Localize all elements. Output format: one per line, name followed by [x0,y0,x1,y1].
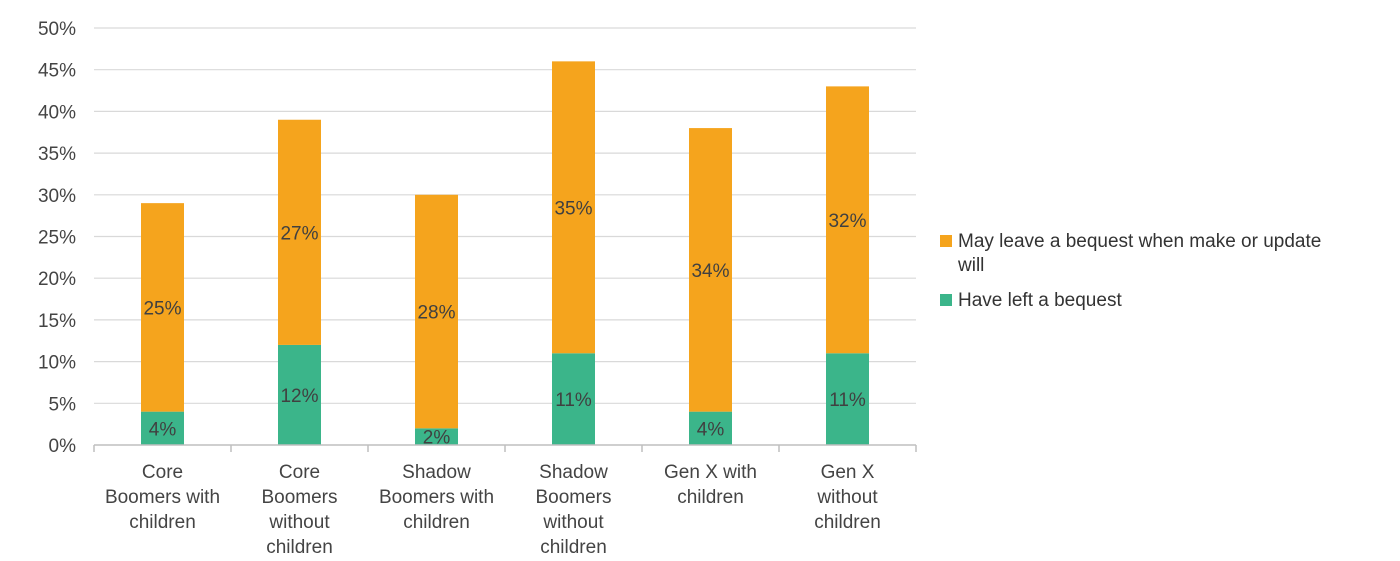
bar-segment [689,128,732,412]
legend-swatch [940,235,952,247]
data-label: 12% [280,386,318,407]
data-label: 25% [143,298,181,319]
bar-segment [141,411,184,445]
data-label: 4% [697,419,725,440]
legend-label: May leave a bequest when make or update w… [957,231,1321,276]
legend-swatch [940,294,952,306]
x-axis-categories: Core Boomers with children Core Boomers witho… [105,462,881,558]
data-label: 4% [149,419,177,440]
data-label: 11% [829,390,866,411]
legend-label: Have left a bequest [958,290,1122,311]
x-axis [93,444,917,452]
data-label: 35% [554,198,592,219]
bar-segment [278,119,321,345]
data-label: 32% [828,211,866,232]
bar-segment [415,428,458,445]
y-tick-label: 45% [38,61,76,82]
data-label: 11% [555,390,592,411]
bar-segment [826,353,869,445]
bar-segment [552,353,595,445]
bars [141,61,869,445]
bar-segment [415,194,458,429]
y-tick-label: 15% [38,311,76,332]
y-tick-label: 0% [49,436,77,457]
y-tick-label: 5% [49,394,77,415]
bar-segment [141,203,184,412]
y-tick-label: 10% [38,353,76,374]
legend: May leave a bequest when make or update w… [940,231,1321,311]
x-category-label: Shadow Boomers without children [535,462,611,558]
bar-segment [278,344,321,445]
data-labels: 4% 25% 12% 27% 2% 28% 11% 35% 4% 34% 11% 32% [143,198,866,448]
x-category-label: Gen X with children [664,462,757,508]
y-tick-label: 35% [38,144,76,165]
x-category-label: Core Boomers with children [105,462,220,533]
x-category-label: Core Boomers without children [261,462,337,558]
y-tick-label: 25% [38,228,76,249]
y-tick-label: 30% [38,186,76,207]
bar-segment [826,86,869,354]
data-label: 27% [280,223,318,244]
y-tick-label: 50% [38,19,76,40]
y-tick-label: 20% [38,269,76,290]
gridlines [94,27,916,404]
data-label: 2% [423,428,451,449]
y-axis-ticks: 0% 5% 10% 15% 20% 25% 30% 35% 40% 45% 50% [38,19,76,457]
data-label: 28% [417,303,455,324]
y-tick-label: 40% [38,102,76,123]
bar-segment [689,411,732,445]
data-label: 34% [691,261,729,282]
bar-segment [552,61,595,354]
x-category-label: Shadow Boomers with children [379,462,494,533]
